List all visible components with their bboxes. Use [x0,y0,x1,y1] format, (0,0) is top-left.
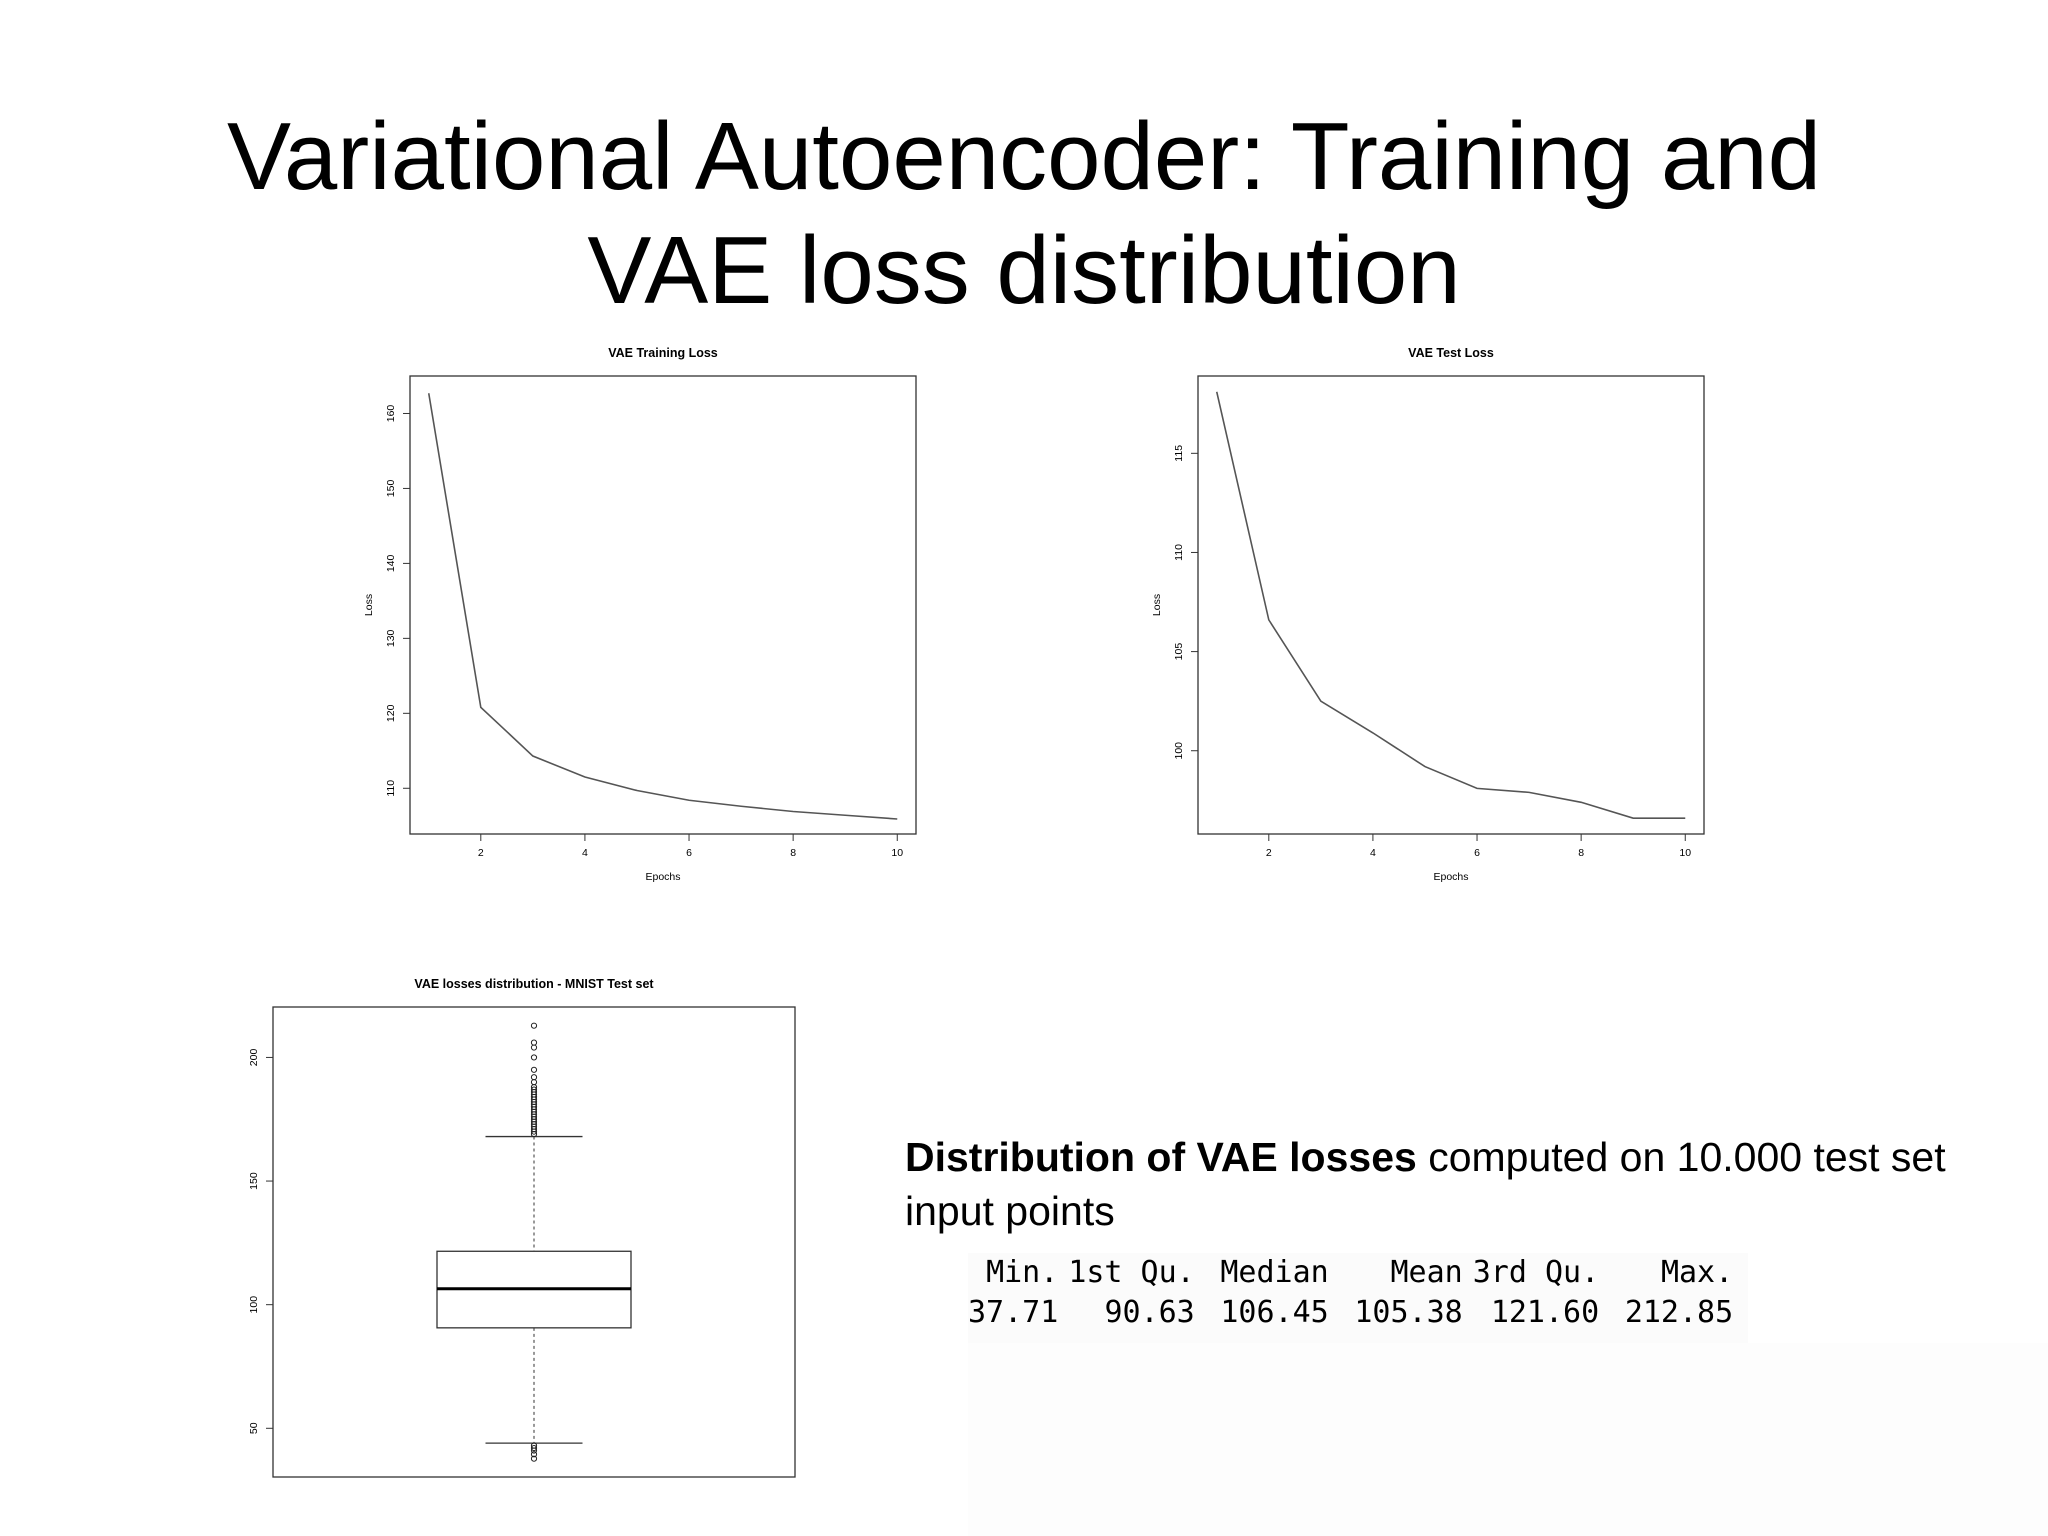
outlier-point [530,1079,538,1086]
x-tick-label: 6 [1474,847,1480,859]
x-tick-label: 2 [1266,847,1272,859]
y-tick-label: 130 [385,629,397,647]
loss-distribution-boxplot: VAE losses distribution - MNIST Test set… [223,972,823,1492]
slide-title-line1: Variational Autoencoder: Training and [227,103,1821,210]
loss-line [427,393,898,820]
outlier-point [530,1066,538,1073]
y-tick-label: 50 [248,1422,260,1434]
x-tick-label: 8 [1578,847,1584,859]
summary-background [968,1343,2048,1536]
outlier-point [530,1074,538,1081]
y-tick-label: 110 [385,780,397,797]
summary-value: 106.45 [1220,1295,1329,1330]
chart-title: VAE losses distribution - MNIST Test set [414,977,654,991]
outlier-point [530,1444,538,1452]
x-tick-label: 10 [891,847,903,859]
x-tick-label: 6 [686,847,692,859]
outlier-point [530,1455,538,1462]
y-tick-label: 110 [1173,544,1185,561]
summary-value: 37.71 [968,1295,1059,1330]
description-rest: computed on 10.000 test set input points [905,1134,1946,1234]
loss-line [1215,391,1686,819]
y-tick-label: 140 [385,554,397,572]
summary-header: Median [1220,1255,1329,1290]
summary-value: 90.63 [1104,1295,1195,1330]
x-tick-label: 4 [1370,847,1376,859]
summary-header: 3rd Qu. [1472,1255,1600,1290]
y-tick-label: 150 [248,1172,260,1190]
description-bold: Distribution of VAE losses [905,1134,1417,1180]
chart-title: VAE Training Loss [608,346,718,360]
plot-frame [409,375,917,835]
y-tick-label: 120 [385,704,397,722]
plot-frame [1197,375,1705,835]
x-axis-label: Epochs [1433,871,1468,883]
summary-header: Max. [1660,1255,1734,1290]
y-tick-label: 105 [1173,643,1185,661]
summary-statistics: Min. 1st Qu. Median Mean 3rd Qu. Max. 37… [968,1253,1748,1343]
outlier-point [530,1451,538,1458]
y-tick-label: 200 [248,1049,260,1067]
summary-value-row: 37.71 90.63 106.45 105.38 121.60 212.85 [968,1293,1743,1333]
outlier-point [530,1054,538,1061]
x-tick-label: 10 [1679,847,1691,859]
y-tick-label: 160 [385,405,397,423]
summary-header-row: Min. 1st Qu. Median Mean 3rd Qu. Max. [968,1253,1743,1293]
y-axis-label: Loss [1151,594,1163,616]
summary-table: Min. 1st Qu. Median Mean 3rd Qu. Max. 37… [968,1253,1743,1333]
chart-title: VAE Test Loss [1408,346,1494,360]
x-axis-label: Epochs [645,871,680,883]
outlier-point [530,1086,538,1093]
y-tick-label: 150 [385,480,397,498]
training-loss-plot: VAE Training Loss Epochs Loss 2 4 6 8 10 110 1… [363,346,917,883]
y-tick-label: 100 [248,1296,260,1314]
y-tick-label: 115 [1173,445,1185,462]
summary-value: 121.60 [1490,1295,1600,1330]
summary-header: 1st Qu. [1068,1255,1195,1290]
slide-title-line2: VAE loss distribution [587,217,1461,324]
outlier-point [530,1039,538,1046]
boxplot: VAE losses distribution - MNIST Test set… [248,977,796,1478]
summary-value: 212.85 [1624,1295,1734,1330]
slide-title: Variational Autoencoder: Training and VA… [0,100,2048,328]
test-loss-plot: VAE Test Loss Epochs Loss 2 4 6 8 10 100 105 11… [1151,346,1705,883]
summary-value: 105.38 [1354,1295,1463,1330]
training-loss-chart: VAE Training Loss Epochs Loss 2 4 6 8 10 110 1… [360,340,940,900]
outlier-point [530,1022,538,1029]
test-loss-chart: VAE Test Loss Epochs Loss 2 4 6 8 10 100 105 11… [1148,340,1728,900]
x-tick-label: 2 [478,847,484,859]
description-text: Distribution of VAE losses computed on 1… [905,1130,2005,1238]
x-tick-label: 8 [790,847,796,859]
plot-frame [272,1006,796,1478]
summary-header: Mean [1390,1255,1463,1290]
y-axis-label: Loss [363,594,375,616]
y-tick-label: 100 [1173,742,1185,760]
outlier-point [530,1044,538,1051]
x-tick-label: 4 [582,847,588,859]
outlier-point [530,1442,538,1449]
summary-header: Min. [986,1255,1059,1290]
